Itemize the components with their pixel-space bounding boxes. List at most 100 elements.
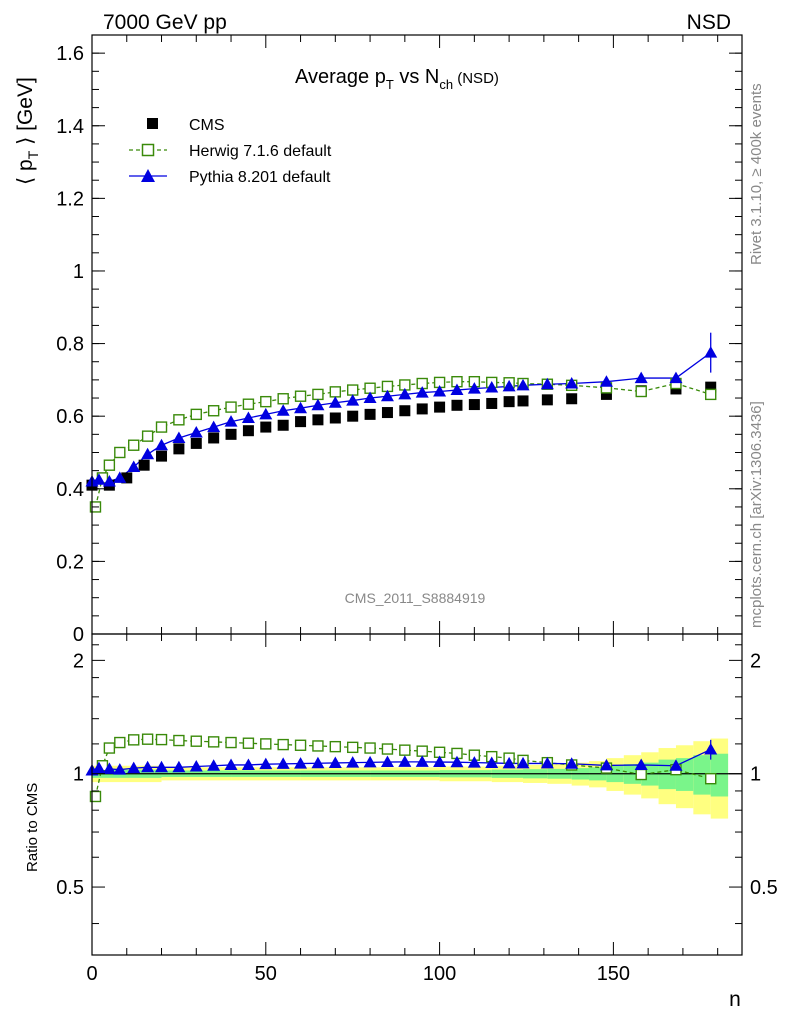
herwig-ratio-point bbox=[155, 733, 168, 746]
pythia-point bbox=[259, 407, 273, 420]
pythia-point bbox=[380, 389, 394, 402]
cms-point bbox=[329, 412, 341, 424]
ratio-y-tick-label-right: 1 bbox=[750, 764, 761, 786]
herwig-ratio-point bbox=[242, 737, 255, 749]
main-y-tick-label: 0.6 bbox=[56, 406, 84, 428]
pythia-ratio-point bbox=[415, 755, 429, 767]
herwig-ratio-point bbox=[294, 739, 307, 751]
ratio-frame bbox=[91, 633, 743, 956]
pythia-point bbox=[311, 398, 325, 411]
herwig-point bbox=[103, 459, 116, 471]
cms-point bbox=[705, 381, 717, 393]
pythia-ratio-point bbox=[207, 759, 221, 771]
herwig-ratio-point bbox=[141, 733, 154, 745]
herwig-point bbox=[242, 398, 255, 410]
main-y-tick-label: 1.4 bbox=[56, 116, 84, 138]
pythia-point bbox=[485, 381, 499, 393]
pythia-point bbox=[565, 377, 579, 389]
herwig-ratio-point bbox=[128, 734, 140, 746]
pythia-point bbox=[189, 426, 203, 438]
main-y-tick-label: 1 bbox=[73, 261, 84, 283]
pythia-ratio-point bbox=[398, 755, 412, 767]
cms-point bbox=[225, 428, 237, 440]
herwig-point bbox=[207, 405, 220, 417]
pythia-ratio-point bbox=[224, 758, 238, 770]
pythia-ratio-point bbox=[485, 756, 499, 768]
pythia-ratio-point bbox=[127, 761, 141, 774]
herwig-point bbox=[260, 395, 272, 408]
pythia-ratio-point bbox=[102, 762, 116, 774]
x-tick-label: 100 bbox=[423, 963, 456, 985]
herwig-point bbox=[225, 401, 237, 413]
pythia-point bbox=[467, 382, 481, 394]
cms-point bbox=[312, 414, 324, 426]
herwig-ratio-point bbox=[277, 738, 289, 751]
herwig-ratio-point bbox=[705, 772, 717, 785]
cms-point bbox=[190, 437, 202, 449]
pythia-point bbox=[398, 387, 412, 400]
pythia-ratio-point bbox=[363, 755, 377, 768]
pythia-ratio-point bbox=[599, 758, 613, 771]
pythia-point bbox=[433, 384, 447, 397]
pythia-ratio-point bbox=[92, 761, 106, 774]
cms-point bbox=[156, 450, 168, 462]
herwig-ratio-point bbox=[381, 743, 394, 755]
pythia-point bbox=[241, 411, 255, 423]
pythia-ratio-point bbox=[346, 756, 360, 768]
pythia-ratio-point bbox=[276, 757, 290, 769]
pythia-point bbox=[155, 438, 169, 451]
pythia-line bbox=[91, 352, 712, 483]
pythia-ratio-point bbox=[113, 763, 127, 775]
pythia-ratio-point bbox=[311, 756, 325, 769]
pythia-point bbox=[141, 447, 155, 460]
ratio-panel bbox=[85, 733, 742, 819]
pythia-ratio-point bbox=[172, 760, 186, 773]
cms-point bbox=[277, 419, 289, 431]
herwig-point bbox=[155, 421, 168, 433]
herwig-ratio-point bbox=[173, 734, 185, 747]
herwig-point bbox=[277, 393, 289, 405]
herwig-point bbox=[114, 446, 126, 459]
ratio-y-tick-label-right: 0.5 bbox=[750, 877, 778, 899]
mcplots-label: mcplots.cern.ch [arXiv:1306.3436] bbox=[748, 401, 765, 628]
pythia-ratio-point bbox=[433, 755, 447, 768]
pythia-point bbox=[346, 394, 360, 406]
analysis-watermark: CMS_2011_S8884919 bbox=[345, 590, 486, 606]
pythia-ratio-point bbox=[565, 757, 579, 769]
pythia-ratio-point bbox=[328, 756, 342, 768]
cms-point bbox=[541, 394, 553, 406]
pythia-ratio-point bbox=[259, 757, 273, 770]
pythia-point bbox=[540, 377, 554, 390]
ratio-y-tick-label: 2 bbox=[73, 650, 84, 672]
main-y-axis-label: ⟨ pT ⟩ [GeV] bbox=[14, 77, 41, 185]
pythia-ratio-point bbox=[189, 760, 203, 772]
cms-point bbox=[468, 399, 480, 411]
x-tick-label: 50 bbox=[255, 963, 277, 985]
pythia-ratio-point bbox=[294, 757, 308, 769]
pythia-point bbox=[516, 378, 530, 391]
pythia-point bbox=[207, 420, 221, 433]
cms-point bbox=[364, 408, 376, 420]
cms-point bbox=[600, 388, 612, 400]
rivet-label: Rivet 3.1.10, ≥ 400k events bbox=[748, 83, 765, 265]
pythia-ratio-point bbox=[450, 755, 464, 768]
legend-label-pythia: Pythia 8.201 default bbox=[189, 169, 331, 186]
herwig-point bbox=[141, 430, 154, 442]
herwig-ratio-point bbox=[190, 735, 202, 747]
herwig-ratio-point bbox=[399, 744, 411, 756]
pythia-ratio-line bbox=[91, 748, 711, 772]
pythia-point bbox=[450, 383, 464, 396]
header-left: 7000 GeV pp bbox=[103, 11, 227, 34]
herwig-ratio-point bbox=[416, 745, 428, 757]
herwig-ratio-point bbox=[114, 736, 126, 749]
herwig-point bbox=[190, 408, 202, 421]
pythia-point bbox=[502, 379, 516, 392]
legend-label-cms: CMS bbox=[189, 117, 225, 134]
cms-point bbox=[138, 459, 150, 471]
herwig-point bbox=[312, 388, 324, 401]
pythia-point bbox=[294, 401, 308, 414]
pythia-point bbox=[634, 371, 648, 384]
pythia-ratio-point bbox=[669, 759, 683, 771]
pythia-point bbox=[102, 475, 116, 487]
cms-point bbox=[381, 407, 393, 419]
